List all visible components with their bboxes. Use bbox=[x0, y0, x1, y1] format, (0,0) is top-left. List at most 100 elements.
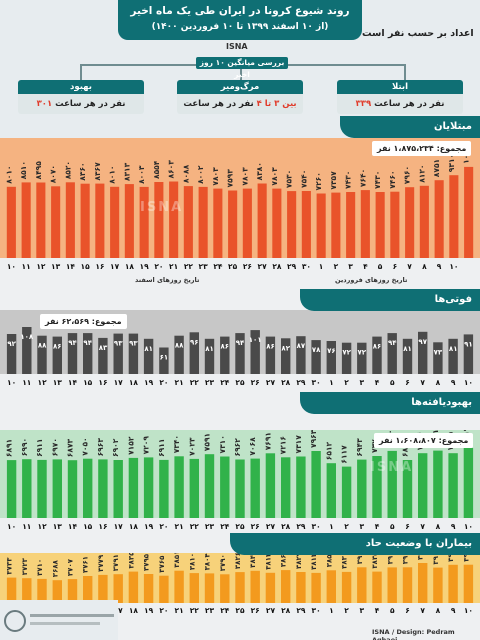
infections-data-label: ۸۰۸۸ bbox=[181, 164, 190, 183]
logo-wordmark bbox=[30, 622, 100, 625]
critical-data-label: ۳۷۱۰ bbox=[36, 559, 44, 576]
deaths-bar bbox=[402, 338, 413, 374]
critical-bar bbox=[67, 579, 78, 603]
deaths-data-label: ۸۶ bbox=[266, 343, 275, 351]
recovered-data-label: ۷۰۲۳ bbox=[187, 437, 196, 456]
critical-bar bbox=[402, 567, 413, 603]
critical-data-label: ۳۸۱۴ bbox=[265, 553, 273, 570]
deaths-bar bbox=[372, 336, 382, 374]
date-tick-label: ۱ bbox=[318, 262, 324, 271]
recovered-data-label: ۶۹۹۰ bbox=[20, 438, 29, 456]
date-tick-label: ۱۷ bbox=[113, 522, 123, 531]
date-tick-label: ۲۷ bbox=[265, 378, 276, 387]
deaths-bar bbox=[463, 334, 474, 374]
critical-data-label: ۳۷۹۱ bbox=[112, 554, 120, 571]
deaths-bar bbox=[326, 341, 336, 374]
date-tick-label: ۲۰ bbox=[159, 606, 169, 615]
infections-data-label: ۷۴۳۰ bbox=[373, 171, 382, 189]
death-stat-value: بین ۳ تا ۴ نفر در هر ساعت bbox=[177, 94, 303, 114]
infections-data-label: ۸۰۷۰ bbox=[49, 165, 58, 183]
critical-bar bbox=[174, 570, 184, 603]
isna-watermark: ISNA bbox=[370, 460, 414, 475]
deaths-data-label: ۷۸ bbox=[312, 346, 321, 354]
deaths-chart: ۹۲ ۱۰۸ ۸۸ ۸۶ ۹۴ ۹۴ ۸۳ ۹۳ ۹۳ ۸۱ ۶۱ ۸۸ ۹۶ ۸۱ ۸۶ ۹۴ ۱۰۱ ۸۶ ۸۲… bbox=[0, 310, 480, 374]
recovered-bar bbox=[113, 460, 123, 518]
infections-data-label: ۸۰۱۰ bbox=[108, 165, 117, 183]
critical-data-label: ۳۸۱۰ bbox=[188, 553, 196, 570]
infections-data-label: ۸۳۶۰ bbox=[78, 162, 87, 180]
critical-bar bbox=[189, 573, 199, 603]
critical-bar bbox=[265, 572, 276, 603]
date-tick-label: ۹ bbox=[450, 378, 456, 387]
date-tick-label: ۱۷ bbox=[110, 262, 120, 271]
date-tick-label: ۱۸ bbox=[128, 522, 138, 531]
recovered-bar bbox=[143, 457, 154, 518]
recovered-bar bbox=[311, 451, 321, 518]
esfand-axis-note: تاریخ روزهای اسفند bbox=[135, 276, 200, 284]
infections-bar bbox=[21, 182, 31, 258]
deaths-bar bbox=[189, 332, 199, 374]
recovered-section-title: بهبودیافته‌ها bbox=[300, 392, 480, 414]
death-stat-label: مرگ‌ومیر bbox=[177, 80, 303, 94]
date-tick-label: ۱۴ bbox=[67, 378, 78, 387]
critical-bar bbox=[204, 573, 215, 603]
date-tick-label: ۲۴ bbox=[220, 522, 230, 531]
date-tick-label: ۱۵ bbox=[83, 522, 93, 531]
critical-bar bbox=[433, 567, 443, 603]
date-tick-label: ۱۰ bbox=[6, 262, 16, 271]
recovered-data-label: ۶۹۶۲ bbox=[233, 438, 242, 457]
critical-bar bbox=[235, 572, 245, 603]
recovered-bar bbox=[189, 458, 199, 518]
date-tick-label: ۱۴ bbox=[67, 522, 78, 531]
date-tick-label: ۲۷ bbox=[265, 522, 276, 531]
critical-data-label: ۳۷۹۵ bbox=[143, 553, 151, 571]
date-tick-label: ۱۲ bbox=[36, 262, 46, 271]
date-tick-label: ۲۴ bbox=[220, 378, 230, 387]
deaths-bar bbox=[250, 330, 260, 374]
recovered-bar bbox=[220, 456, 230, 518]
date-tick-label: ۱۷ bbox=[113, 606, 123, 615]
date-tick-label: ۳ bbox=[348, 262, 353, 271]
deaths-bar bbox=[357, 342, 367, 374]
infections-bar bbox=[464, 166, 474, 258]
infections-data-label: ۸۱۲۰ bbox=[417, 164, 426, 182]
deaths-data-label: ۹۲ bbox=[7, 340, 16, 348]
recovered-data-label: ۷۲۰۹ bbox=[142, 436, 151, 455]
infections-bar bbox=[449, 175, 459, 258]
recovered-data-label: ۷۲۱۶ bbox=[279, 436, 288, 454]
deaths-bar bbox=[235, 333, 245, 374]
deaths-bar bbox=[159, 347, 169, 374]
date-tick-label: ۶ bbox=[405, 378, 410, 387]
deaths-data-label: ۹۴ bbox=[236, 339, 245, 347]
infections-bar bbox=[213, 188, 223, 258]
infections-bar bbox=[242, 188, 252, 258]
critical-bar bbox=[37, 578, 47, 603]
critical-bar bbox=[22, 578, 32, 603]
deaths-bar bbox=[6, 334, 17, 374]
date-tick-label: ۱۶ bbox=[98, 378, 108, 387]
critical-bar bbox=[463, 564, 474, 603]
date-tick-label: ۲۹ bbox=[287, 262, 297, 271]
date-tick-label: ۲۵ bbox=[235, 522, 245, 531]
date-tick-label: ۱۳ bbox=[52, 378, 62, 387]
critical-data-label: ۳۸۳۰ bbox=[341, 553, 349, 569]
infections-bar bbox=[80, 183, 90, 258]
date-tick-label: ۱۳ bbox=[52, 522, 62, 531]
date-tick-label: ۴ bbox=[363, 262, 368, 271]
critical-data-label: ۳۹۰۸ bbox=[402, 553, 410, 564]
date-tick-label: ۱۰ bbox=[463, 522, 473, 531]
connector-line bbox=[404, 64, 406, 80]
deaths-bar bbox=[52, 336, 62, 374]
date-tick-label: ۱۰ bbox=[7, 378, 17, 387]
infections-data-label: ۸۰۱۰ bbox=[4, 165, 13, 183]
connector-line bbox=[240, 69, 242, 80]
deaths-bar bbox=[83, 333, 93, 374]
infections-bar bbox=[331, 192, 341, 258]
infection-stat-value: ۳۳۹ نفر در هر ساعت bbox=[337, 94, 463, 114]
date-tick-label: ۲۳ bbox=[198, 262, 208, 271]
recovery-stat: بهبود ۳۰۱ نفر در هر ساعت bbox=[18, 80, 144, 114]
date-tick-label: ۱۲ bbox=[37, 522, 47, 531]
infections-bar bbox=[124, 184, 134, 258]
date-tick-label: ۲۰ bbox=[159, 522, 169, 531]
deaths-bar bbox=[22, 327, 32, 374]
